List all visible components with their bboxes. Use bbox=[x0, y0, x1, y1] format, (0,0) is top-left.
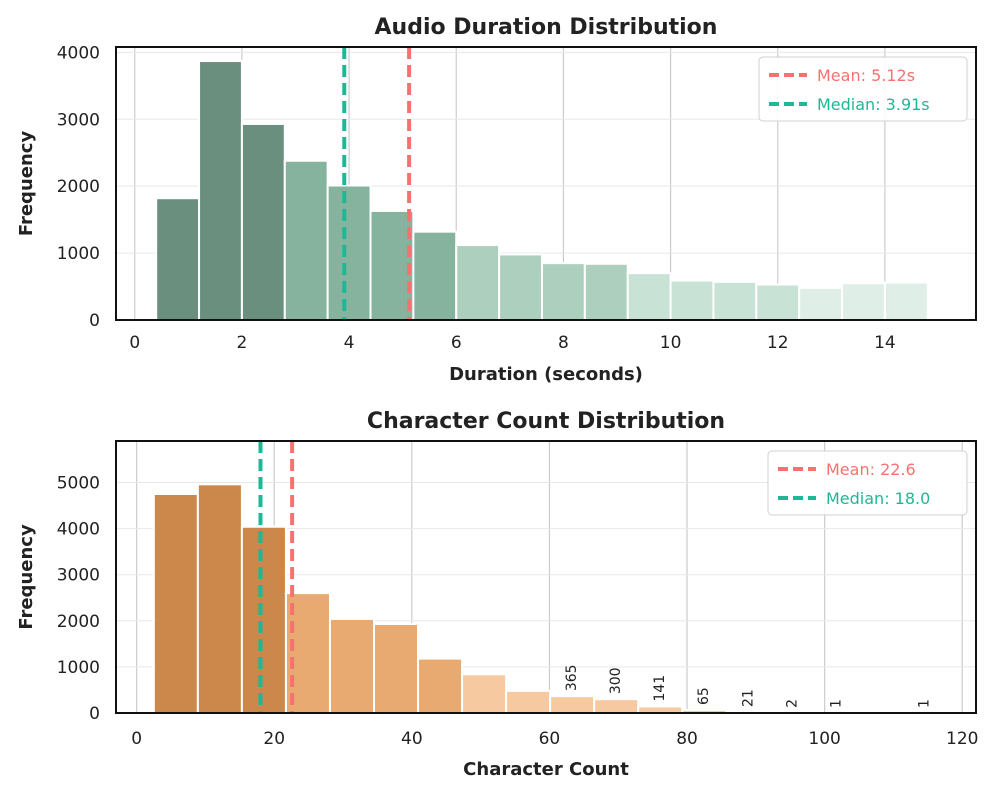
x-tick-label: 120 bbox=[946, 729, 978, 749]
bar bbox=[240, 122, 286, 321]
y-tick-label: 4000 bbox=[57, 520, 100, 540]
x-tick-label: 0 bbox=[129, 333, 140, 353]
bar bbox=[455, 244, 501, 321]
y-tick-label: 2000 bbox=[57, 177, 100, 197]
bar bbox=[883, 281, 929, 322]
bar bbox=[373, 623, 420, 715]
x-tick-label: 80 bbox=[676, 729, 698, 749]
bar bbox=[283, 159, 329, 321]
y-axis-label: Frequency bbox=[16, 131, 37, 237]
bar bbox=[626, 272, 672, 322]
legend: Mean: 5.12s Median: 3.91s bbox=[758, 56, 968, 122]
bar-label: 141 bbox=[652, 675, 668, 702]
chart-title: Audio Duration Distribution bbox=[375, 15, 718, 40]
x-axis-label: Character Count bbox=[463, 759, 629, 780]
bar bbox=[196, 483, 243, 715]
bar bbox=[152, 493, 199, 714]
x-tick-label: 2 bbox=[237, 333, 248, 353]
bar bbox=[549, 695, 596, 714]
bar bbox=[505, 689, 552, 715]
y-tick-label: 3000 bbox=[57, 566, 100, 586]
x-tick-label: 6 bbox=[451, 333, 462, 353]
legend-entry: Median: 18.0 bbox=[826, 489, 930, 508]
legend-entry: Median: 3.91s bbox=[817, 95, 930, 114]
bar bbox=[583, 262, 629, 322]
y-axis-label: Frequency bbox=[16, 524, 37, 630]
bar-label: 300 bbox=[608, 667, 624, 694]
x-tick-label: 100 bbox=[808, 729, 840, 749]
plot-frame bbox=[115, 440, 977, 714]
bar bbox=[328, 617, 375, 714]
x-tick-label: 0 bbox=[131, 729, 142, 749]
chart-1: 0 2 4 6 8 10 12 14 0 1000 2000 3000 4000 Audio Durati… bbox=[16, 15, 977, 385]
legend-box bbox=[767, 450, 968, 516]
legend-box bbox=[758, 56, 968, 122]
x-tick-label: 12 bbox=[767, 333, 789, 353]
chart-title: Character Count Distribution bbox=[367, 409, 725, 434]
bar-label: 21 bbox=[740, 689, 756, 707]
x-tick-label: 60 bbox=[539, 729, 561, 749]
bar bbox=[240, 525, 287, 714]
y-tick-label: 4000 bbox=[57, 43, 100, 63]
bar-label: 1 bbox=[828, 699, 844, 708]
bar bbox=[412, 230, 458, 321]
bar bbox=[755, 283, 801, 322]
bar bbox=[841, 282, 886, 321]
y-tick-label: 0 bbox=[89, 311, 100, 331]
bar-label: 2 bbox=[784, 699, 800, 708]
x-tick-label: 20 bbox=[263, 729, 285, 749]
bar bbox=[498, 253, 543, 321]
y-tick-label: 5000 bbox=[57, 473, 100, 493]
y-tick-label: 0 bbox=[89, 704, 100, 724]
bar-label: 1 bbox=[916, 699, 932, 708]
bar bbox=[712, 280, 758, 321]
bar bbox=[798, 286, 844, 321]
x-tick-label: 10 bbox=[660, 333, 682, 353]
bar bbox=[593, 698, 640, 715]
bar-label: 365 bbox=[564, 664, 580, 691]
y-tick-label: 1000 bbox=[57, 244, 100, 264]
bar bbox=[540, 262, 586, 321]
bar bbox=[155, 197, 201, 321]
bar-label: 65 bbox=[696, 687, 712, 705]
legend-entry: Mean: 5.12s bbox=[817, 66, 915, 85]
y-tick-label: 1000 bbox=[57, 658, 100, 678]
bar bbox=[369, 209, 415, 321]
x-tick-label: 40 bbox=[401, 729, 423, 749]
x-tick-label: 4 bbox=[344, 333, 355, 353]
legend: Mean: 22.6 Median: 18.0 bbox=[767, 450, 968, 516]
chart-2: 365 300 141 65 21 2 1 10 20 40 60 80 100 120010002000… bbox=[16, 409, 978, 780]
x-tick-label: 8 bbox=[558, 333, 569, 353]
bar bbox=[461, 673, 508, 715]
y-tick-label: 3000 bbox=[57, 110, 100, 130]
bar bbox=[417, 657, 464, 714]
legend-entry: Mean: 22.6 bbox=[826, 460, 916, 479]
x-tick-label: 14 bbox=[874, 333, 896, 353]
x-axis-label: Duration (seconds) bbox=[449, 364, 643, 385]
y-tick-label: 2000 bbox=[57, 612, 100, 632]
bar bbox=[669, 279, 715, 322]
bar bbox=[326, 184, 372, 321]
bar bbox=[198, 60, 243, 321]
plot-frame bbox=[115, 46, 977, 321]
